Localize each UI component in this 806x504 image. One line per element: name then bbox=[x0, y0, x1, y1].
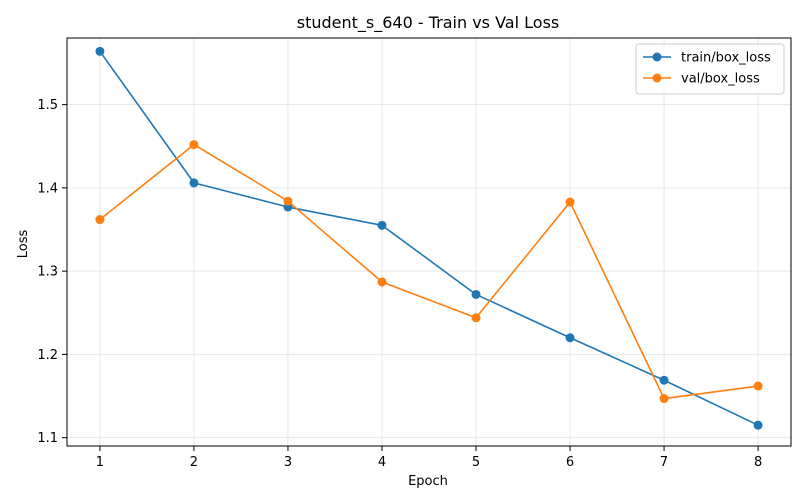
x-tick-label: 8 bbox=[754, 455, 762, 470]
x-axis-ticks: 1 2 3 4 5 6 7 8 bbox=[96, 446, 762, 470]
plot-frame bbox=[66, 37, 792, 447]
series-train bbox=[95, 46, 763, 430]
legend-marker bbox=[652, 52, 662, 62]
data-point bbox=[283, 196, 293, 206]
data-point bbox=[95, 46, 105, 56]
x-tick-label: 2 bbox=[190, 455, 198, 470]
legend-marker bbox=[652, 73, 662, 83]
data-point bbox=[565, 333, 575, 343]
legend-entry: train/box_loss bbox=[643, 51, 771, 66]
legend-items: train/box_loss val/box_loss bbox=[643, 51, 771, 87]
x-axis-label: Epoch bbox=[408, 474, 448, 489]
data-point bbox=[377, 277, 387, 287]
data-point bbox=[377, 220, 387, 230]
grid-layer bbox=[67, 38, 791, 446]
data-point bbox=[753, 420, 763, 430]
series-line bbox=[99, 143, 759, 400]
data-point bbox=[753, 381, 763, 391]
data-point bbox=[471, 289, 481, 299]
series-layer bbox=[95, 46, 763, 430]
data-point bbox=[659, 394, 669, 404]
legend-box bbox=[635, 43, 785, 95]
y-tick-label: 1.2 bbox=[37, 348, 58, 363]
legend: train/box_loss val/box_loss bbox=[635, 43, 785, 95]
y-tick-label: 1.4 bbox=[37, 181, 58, 196]
y-tick-label: 1.1 bbox=[37, 431, 58, 446]
x-tick-label: 1 bbox=[96, 455, 104, 470]
data-point bbox=[95, 215, 105, 225]
y-tick-label: 1.3 bbox=[37, 265, 58, 280]
x-tick-label: 4 bbox=[378, 455, 386, 470]
y-tick-label: 1.5 bbox=[37, 98, 58, 113]
series-line bbox=[99, 50, 759, 426]
y-axis-ticks: 1.1 1.2 1.3 1.4 1.5 bbox=[37, 98, 67, 446]
data-point bbox=[471, 313, 481, 323]
x-tick-label: 6 bbox=[566, 455, 574, 470]
data-point bbox=[659, 375, 669, 385]
data-point bbox=[189, 140, 199, 150]
legend-label: val/box_loss bbox=[681, 72, 760, 87]
x-tick-label: 5 bbox=[472, 455, 480, 470]
data-point bbox=[565, 197, 575, 207]
series-val bbox=[95, 140, 763, 404]
legend-entry: val/box_loss bbox=[643, 72, 760, 87]
x-tick-label: 3 bbox=[284, 455, 292, 470]
data-point bbox=[189, 178, 199, 188]
x-tick-label: 7 bbox=[660, 455, 668, 470]
legend-label: train/box_loss bbox=[681, 51, 771, 66]
y-axis-label: Loss bbox=[16, 230, 31, 259]
chart-title: student_s_640 - Train vs Val Loss bbox=[297, 13, 559, 33]
